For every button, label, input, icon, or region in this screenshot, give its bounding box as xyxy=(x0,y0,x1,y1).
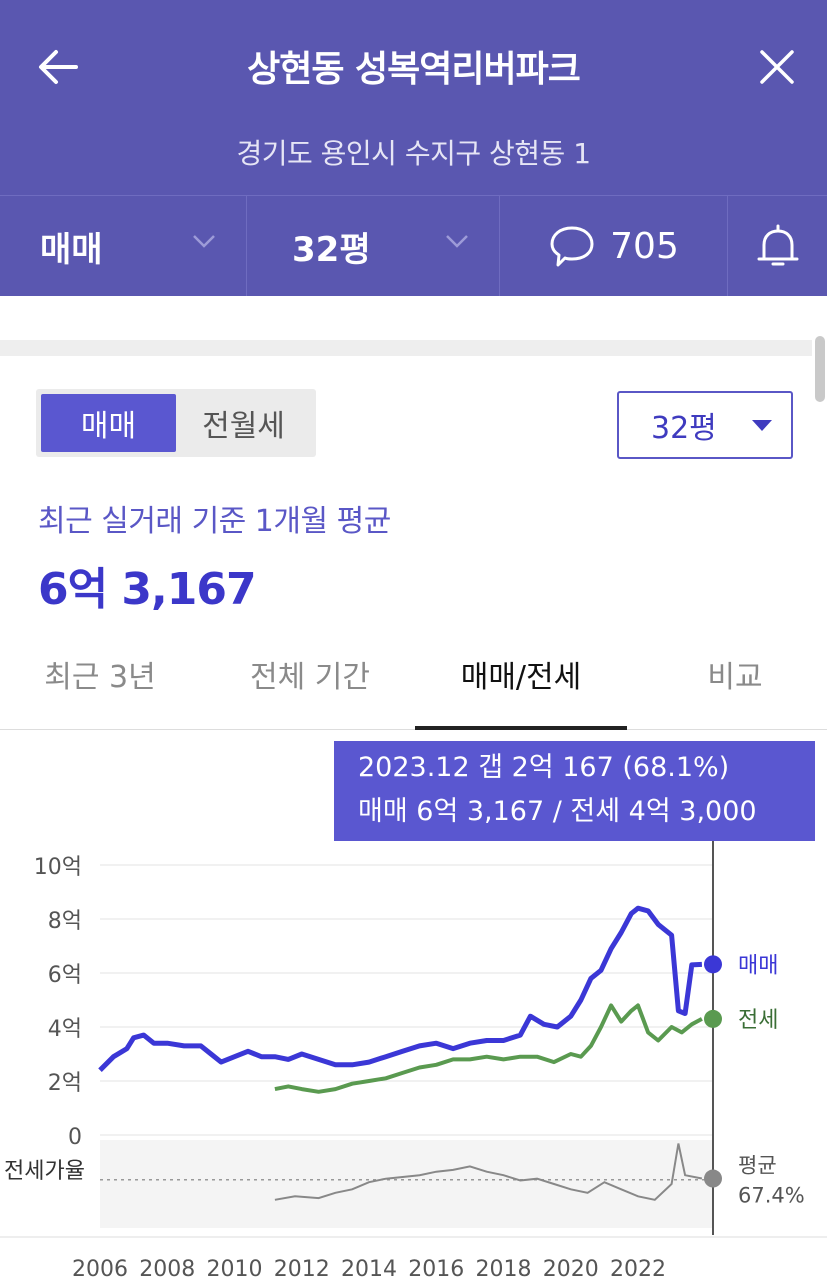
tooltip-box xyxy=(334,741,815,841)
sale-line xyxy=(98,905,703,1072)
area-select-value: 32평 xyxy=(651,411,717,446)
section-divider xyxy=(0,340,812,356)
toggle-sale[interactable]: 매매 xyxy=(41,394,176,452)
period-tabs: 최근 3년 전체 기간 매매/전세 비교 xyxy=(0,640,827,730)
y-tick-label: 6억 xyxy=(48,963,82,988)
sale-series-label: 매매 xyxy=(738,953,778,978)
x-tick-label: 2008 xyxy=(139,1257,195,1282)
arrow-left-icon xyxy=(39,50,78,84)
price-chart: 10억 8억 6억 4억 2억 0 2006 2008 2010 2012 2014 2016 2018… xyxy=(0,741,827,1282)
close-button[interactable] xyxy=(750,40,804,94)
ratio-end-point xyxy=(704,1169,722,1188)
close-icon xyxy=(760,50,794,84)
x-tick-label: 2006 xyxy=(72,1257,128,1282)
address-text: 경기도 용인시 수지구 상현동 1 xyxy=(236,137,591,170)
area-select[interactable]: 32평 xyxy=(617,391,793,459)
page-title: 상현동 성복역리버파크 xyxy=(247,49,581,90)
sale-end-point xyxy=(704,955,722,974)
y-tick-label: 0 xyxy=(68,1125,82,1150)
ratio-line xyxy=(274,1143,703,1201)
area-label: 32평 xyxy=(292,229,371,270)
tooltip-gap-text: 2023.12 갭 2억 167 (68.1%) xyxy=(358,752,729,783)
y-tick-label: 2억 xyxy=(48,1071,82,1096)
ratio-panel-bg xyxy=(100,1140,712,1228)
x-tick-label: 2020 xyxy=(543,1257,599,1282)
scrollbar-thumb[interactable] xyxy=(815,336,825,402)
x-tick-label: 2022 xyxy=(610,1257,666,1282)
jeonse-series-label: 전세 xyxy=(738,1008,778,1033)
y-tick-label: 8억 xyxy=(48,909,82,934)
chevron-down-icon xyxy=(446,235,468,248)
jeonse-line xyxy=(274,1003,703,1094)
tab-recent-3y[interactable]: 최근 3년 xyxy=(44,660,156,695)
notification-button[interactable] xyxy=(728,196,827,296)
y-tick-label: 4억 xyxy=(48,1017,82,1042)
jeonse-end-point xyxy=(704,1009,722,1028)
tooltip-price-text: 매매 6억 3,167 / 전세 4억 3,000 xyxy=(358,796,757,827)
chevron-down-icon xyxy=(193,235,215,248)
y-tick-label: 10억 xyxy=(34,855,82,880)
tab-sale-jeonse[interactable]: 매매/전세 xyxy=(460,660,582,695)
comment-count: 705 xyxy=(610,225,679,267)
bell-icon xyxy=(757,224,798,266)
average-caption: 최근 실거래 기준 1개월 평균 xyxy=(38,504,391,539)
x-tick-label: 2012 xyxy=(274,1257,330,1282)
deal-type-dropdown[interactable]: 매매 xyxy=(0,196,247,296)
x-tick-label: 2014 xyxy=(341,1257,397,1282)
ratio-average-label: 평균 xyxy=(738,1154,777,1178)
back-button[interactable] xyxy=(30,40,84,94)
comments-button[interactable]: 705 xyxy=(500,196,728,296)
selector-bar: 매매 32평 705 xyxy=(0,195,827,296)
active-tab-indicator xyxy=(415,726,627,730)
x-tick-label: 2018 xyxy=(476,1257,532,1282)
tab-compare[interactable]: 비교 xyxy=(707,660,763,695)
app-header: 상현동 성복역리버파크 경기도 용인시 수지구 상현동 1 매매 32평 705 xyxy=(0,0,827,296)
tab-all-period[interactable]: 전체 기간 xyxy=(250,660,370,695)
ratio-label: 전세가율 xyxy=(4,1159,85,1184)
deal-toggle: 매매 전월세 xyxy=(36,389,316,457)
toggle-rent[interactable]: 전월세 xyxy=(202,409,285,444)
ratio-average-value: 67.4% xyxy=(738,1184,805,1208)
average-price: 6억 3,167 xyxy=(38,564,257,615)
x-tick-label: 2010 xyxy=(207,1257,263,1282)
x-tick-label: 2016 xyxy=(408,1257,464,1282)
caret-down-icon xyxy=(752,420,772,431)
speech-bubble-icon xyxy=(550,226,594,267)
area-dropdown[interactable]: 32평 xyxy=(247,196,500,296)
deal-type-label: 매매 xyxy=(40,229,103,270)
